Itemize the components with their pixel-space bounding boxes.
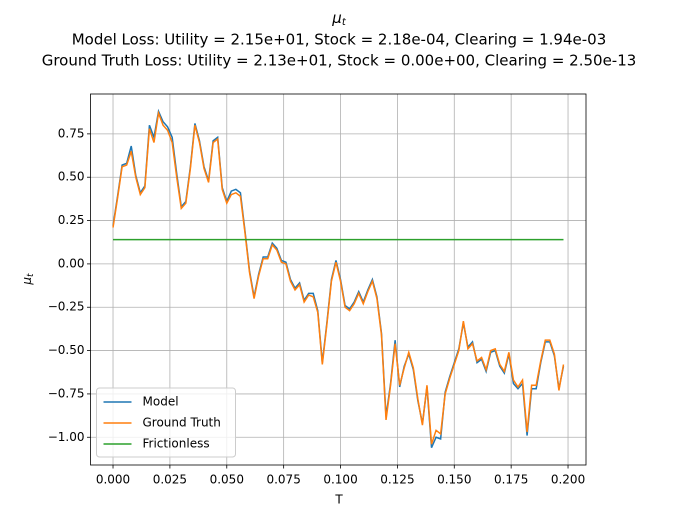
subtitle: Model Loss: Utility = 2.15e+01, Stock = … [72,31,607,49]
title-symbol: μ [331,9,342,27]
x-tick-label: 0.100 [323,473,357,487]
grid [90,94,586,465]
y-tick-label: −0.25 [48,300,85,314]
chart-title: μt [331,9,347,29]
y-tick-label: 0.00 [58,256,85,270]
y-tick-label: 0.50 [58,170,85,184]
x-tick-label: 0.050 [210,473,244,487]
x-tick-label: 0.125 [380,473,414,487]
x-tick-label: 0.175 [494,473,528,487]
plot-lines [112,108,565,448]
x-tick-label: 0.000 [96,473,130,487]
y-tick-label: −0.50 [48,343,85,357]
y-label-symbol: μ [20,277,34,286]
legend-label: Frictionless [143,437,210,451]
y-tick-label: −1.00 [48,430,85,444]
y-label-subscript: t [26,273,36,277]
legend-box [96,387,236,458]
x-tick-label: 0.075 [266,473,300,487]
legend-label: Model [143,395,179,409]
title-subscript: t [342,17,347,28]
x-tick-label: 0.200 [551,473,585,487]
axes: 0.000 0.025 0.050 0.075 0.100 0.125 0.150 0.175… [48,93,587,487]
series-line [112,110,565,445]
y-tick-label: −0.75 [48,386,85,400]
axes-frame [90,93,587,466]
legend-label: Ground Truth [143,416,221,430]
legend: Model Ground Truth Frictionless [96,387,236,458]
x-tick-label: 0.150 [437,473,471,487]
x-axis-label: T [334,493,343,507]
y-tick-label: 0.25 [58,213,85,227]
subtitle: Ground Truth Loss: Utility = 2.13e+01, S… [42,52,637,70]
x-tick-label: 0.025 [153,473,187,487]
y-axis-label: μt [20,273,36,286]
y-tick-label: 0.75 [58,126,85,140]
